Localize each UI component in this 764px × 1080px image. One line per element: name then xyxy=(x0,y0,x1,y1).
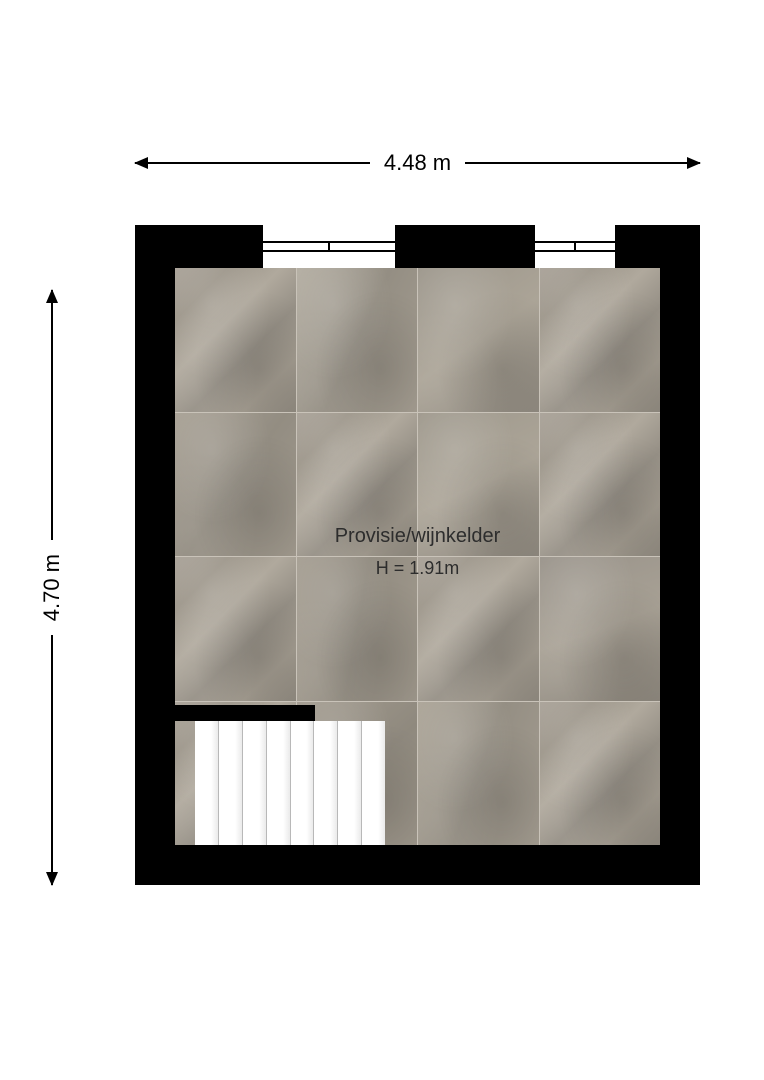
stair-step xyxy=(314,721,338,845)
floor-tile xyxy=(175,268,296,412)
dim-arrow-left xyxy=(135,162,370,164)
stair-step xyxy=(338,721,362,845)
dimension-left: 4.70 m xyxy=(40,290,64,885)
dimension-width-label: 4.48 m xyxy=(370,150,465,176)
floor-tile xyxy=(297,268,418,412)
partition-wall xyxy=(175,705,315,721)
room-height: H = 1.91m xyxy=(175,558,660,579)
dim-arrow-up xyxy=(51,290,53,540)
stair-step xyxy=(291,721,315,845)
stair-step xyxy=(195,721,219,845)
floor-tile xyxy=(540,702,661,846)
window-opening xyxy=(263,225,395,268)
stair-step xyxy=(267,721,291,845)
window-opening xyxy=(535,225,615,268)
window-frame xyxy=(535,241,615,252)
floor-tile xyxy=(540,268,661,412)
stairs xyxy=(195,721,385,845)
stair-step xyxy=(219,721,243,845)
room-name: Provisie/wijnkelder xyxy=(175,525,660,548)
floorplan: Provisie/wijnkelder H = 1.91m xyxy=(135,225,700,885)
dim-arrow-right xyxy=(465,162,700,164)
floor-tile xyxy=(418,268,539,412)
room-label: Provisie/wijnkelder H = 1.91m xyxy=(175,525,660,579)
stair-step xyxy=(243,721,267,845)
dimension-top: 4.48 m xyxy=(135,150,700,176)
floor-tile xyxy=(418,702,539,846)
window-frame xyxy=(263,241,395,252)
dimension-height-label: 4.70 m xyxy=(39,540,65,635)
dim-arrow-down xyxy=(51,635,53,885)
stair-step xyxy=(362,721,385,845)
